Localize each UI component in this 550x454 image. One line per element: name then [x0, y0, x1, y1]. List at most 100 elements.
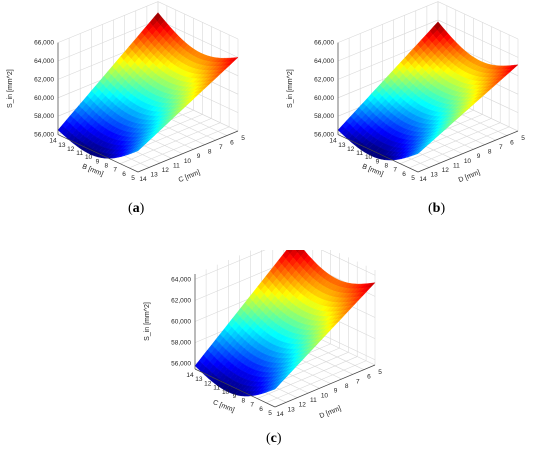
- y-axis-line: [137, 130, 239, 173]
- x-tick-label: 8: [242, 397, 246, 404]
- surface-c: [194, 239, 376, 397]
- panel-caption-a: (a): [128, 201, 145, 216]
- panel-caption-a-letter: a: [132, 201, 140, 216]
- chart-panel-a: 56,000 58,000 60,000 62,000 64,000 66,000 14 13…: [0, 0, 270, 190]
- x-tick-label: 11: [356, 150, 363, 157]
- surface-patch: [271, 384, 280, 391]
- surface-patch: [134, 146, 143, 153]
- z-axis-label: S_in [mm^2]: [7, 69, 14, 108]
- y-tick-label: 12: [442, 167, 450, 174]
- x-tick-label: 12: [67, 146, 75, 153]
- z-tick-label: 58,000: [171, 340, 191, 347]
- x-tick-label: 8: [105, 163, 109, 170]
- x-tick-label: 10: [365, 154, 373, 161]
- x-tick-label: 7: [250, 402, 254, 409]
- y-tick-label: 9: [197, 153, 201, 160]
- chart-panel-b: 56,000 58,000 60,000 62,000 64,000 66,000 14 13…: [280, 0, 550, 190]
- y-tick-label: 11: [173, 162, 180, 169]
- z-tick-label: 56,000: [34, 132, 54, 139]
- z-tick-label: 62,000: [314, 76, 334, 83]
- x-tick-label: 7: [113, 167, 117, 174]
- z-axis-label: S_in [mm^2]: [287, 69, 294, 108]
- x-tick-label: 12: [204, 380, 212, 387]
- z-tick-label: 58,000: [314, 113, 334, 120]
- y-axis-label: D [mm]: [319, 405, 343, 420]
- y-axis-label: D [mm]: [458, 169, 482, 184]
- y-tick-label: 6: [230, 140, 234, 147]
- floor-grid-line: [120, 122, 221, 164]
- x-axis-line: [337, 134, 419, 173]
- y-tick-label: 6: [367, 374, 371, 381]
- y-tick-label: 8: [345, 383, 349, 390]
- floor-grid-line: [408, 126, 510, 169]
- y-tick-label: 13: [430, 171, 438, 178]
- x-tick-label: 12: [347, 146, 355, 153]
- chart-panel-c: 56,000 58,000 60,000 62,000 64,000 14 13 12 11 10…: [135, 232, 405, 430]
- x-tick-label: 7: [393, 167, 397, 174]
- y-tick-label: 9: [334, 388, 338, 395]
- y-tick-label: 13: [287, 406, 295, 413]
- surface-b: [337, 21, 519, 161]
- y-tick-label: 5: [521, 135, 525, 142]
- x-tick-label: 14: [49, 138, 57, 145]
- x-tick-label: 13: [338, 142, 346, 149]
- floor-grid-line: [265, 360, 367, 404]
- y-tick-label: 10: [464, 158, 472, 165]
- z-tick-label: 60,000: [314, 95, 334, 102]
- y-axis-label: C [mm]: [178, 169, 202, 184]
- z-tick-label: 62,000: [171, 297, 191, 304]
- x-tick-label: 14: [186, 372, 194, 379]
- y-tick-label: 12: [162, 167, 170, 174]
- floor-grid-line: [400, 122, 501, 164]
- x-tick-label: 5: [268, 410, 272, 417]
- z-tick-label: 64,000: [34, 58, 54, 65]
- z-tick-label: 60,000: [34, 95, 54, 102]
- y-tick-label: 7: [356, 378, 360, 385]
- x-axis-label: B [mm]: [361, 163, 384, 178]
- x-tick-label: 6: [122, 171, 126, 178]
- y-tick-label: 7: [219, 144, 223, 151]
- y-tick-label: 10: [184, 158, 192, 165]
- y-tick-label: 5: [241, 135, 245, 142]
- x-axis-line: [194, 368, 276, 408]
- x-tick-label: 9: [376, 158, 380, 165]
- surface-plot-b: 56,00058,00060,00062,00064,00066,0001413…: [287, 1, 525, 184]
- floor-grid-line: [128, 126, 230, 169]
- x-tick-label: 13: [58, 142, 66, 149]
- x-axis-line: [57, 134, 139, 173]
- y-tick-label: 11: [453, 162, 460, 169]
- z-tick-label: 62,000: [34, 76, 54, 83]
- y-tick-label: 12: [299, 402, 307, 409]
- y-tick-label: 9: [477, 153, 481, 160]
- y-tick-label: 11: [310, 397, 317, 404]
- y-tick-label: 14: [276, 411, 284, 418]
- y-tick-label: 13: [150, 171, 158, 178]
- x-tick-label: 9: [233, 393, 237, 400]
- z-tick-label: 64,000: [314, 58, 334, 65]
- x-axis-label: C [mm]: [212, 399, 236, 414]
- panel-caption-c-letter: c: [270, 431, 277, 446]
- y-tick-label: 8: [488, 149, 492, 156]
- panel-caption-b: (b): [428, 201, 446, 216]
- x-tick-label: 5: [131, 175, 135, 182]
- y-tick-label: 5: [378, 369, 382, 376]
- x-tick-label: 13: [195, 376, 203, 383]
- z-tick-label: 66,000: [314, 40, 334, 47]
- y-tick-label: 14: [139, 176, 147, 183]
- z-tick-label: 66,000: [34, 40, 54, 47]
- floor-grid-line: [257, 356, 358, 399]
- y-axis-line: [274, 364, 376, 408]
- surface-patch: [414, 149, 423, 155]
- z-tick-label: 56,000: [171, 361, 191, 368]
- z-tick-label: 60,000: [171, 319, 191, 326]
- z-tick-label: 64,000: [171, 276, 191, 283]
- y-tick-label: 7: [499, 144, 503, 151]
- z-tick-label: 56,000: [314, 132, 334, 139]
- y-tick-label: 8: [208, 149, 212, 156]
- surface-plot-a: 56,00058,00060,00062,00064,00066,0001413…: [7, 1, 245, 184]
- panel-caption-c: (c): [266, 431, 282, 446]
- x-tick-label: 14: [329, 138, 337, 145]
- y-tick-label: 14: [419, 176, 427, 183]
- surface-plot-c: 56,00058,00060,00062,00064,0001413121110…: [144, 232, 382, 420]
- x-tick-label: 6: [402, 171, 406, 178]
